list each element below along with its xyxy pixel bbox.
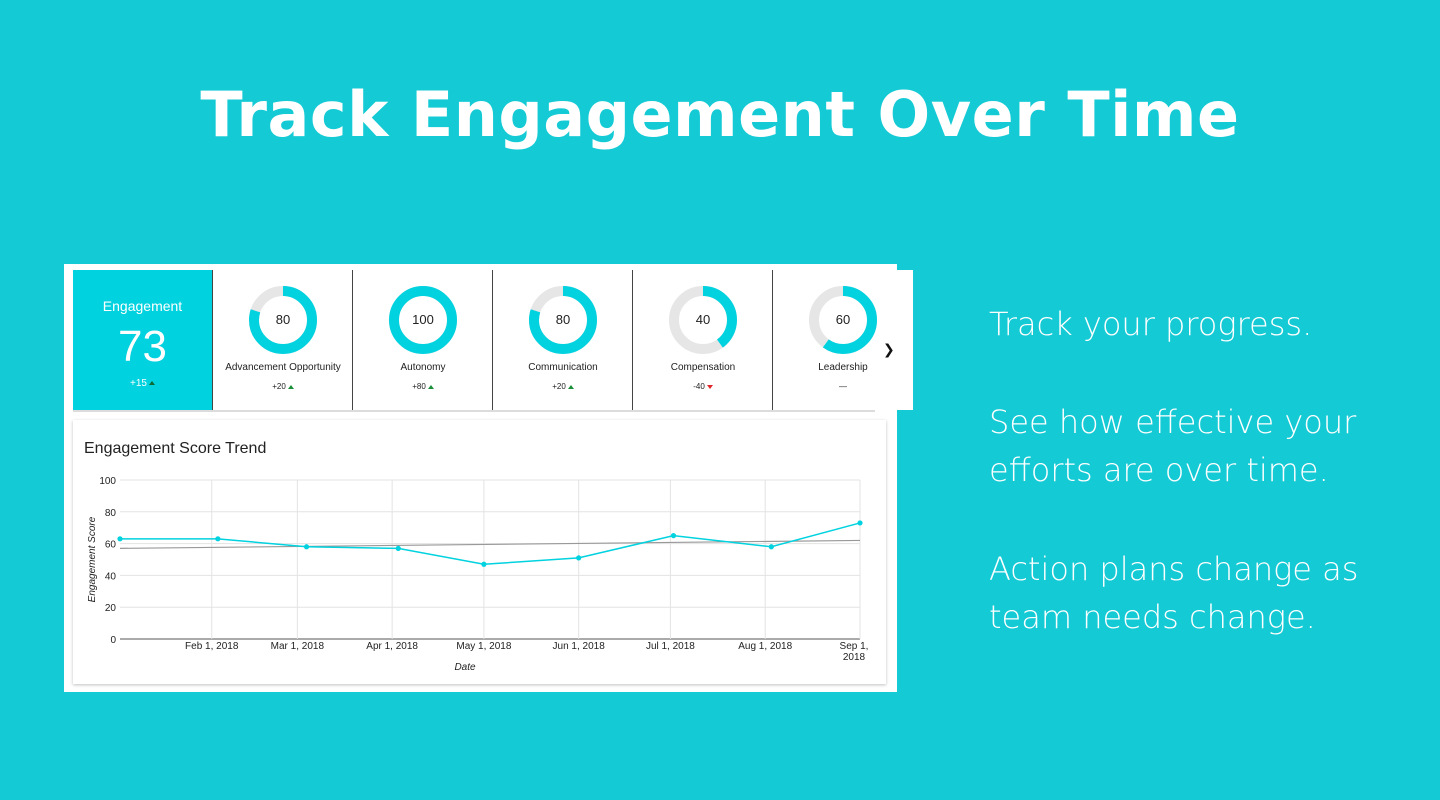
metric-label: Autonomy xyxy=(400,362,446,373)
data-point xyxy=(117,536,123,542)
donut-chart xyxy=(669,286,737,354)
y-tick-label: 100 xyxy=(99,476,116,487)
x-tick-label: Jun 1, 2018 xyxy=(553,641,606,652)
metric-card-compensation[interactable]: 40 Compensation -40 xyxy=(632,270,773,410)
metric-label: Leadership xyxy=(818,362,868,373)
metric-value: 60 xyxy=(835,312,851,327)
donut-chart xyxy=(389,286,457,354)
engagement-value: 73 xyxy=(118,322,167,371)
x-tick-label-line2: 2018 xyxy=(843,652,866,663)
metric-value: 80 xyxy=(555,312,571,327)
y-tick-label: 40 xyxy=(105,571,117,582)
x-axis-label: Date xyxy=(454,662,476,673)
donut-chart xyxy=(249,286,317,354)
data-point xyxy=(303,544,310,550)
metric-delta: +80 xyxy=(353,382,493,391)
donut-fill xyxy=(249,286,317,354)
metric-delta: +20 xyxy=(213,382,353,391)
y-tick-label: 20 xyxy=(105,603,117,614)
trend-chart-card: 0 20 40 60 80 100 Feb 1, 2018 Mar 1, 2018 Apr 1,… xyxy=(73,420,886,684)
x-tick-label: Jul 1, 2018 xyxy=(646,641,695,652)
donut-fill xyxy=(809,286,877,354)
trendline xyxy=(119,539,861,549)
donut-chart xyxy=(529,286,597,354)
headline: Track Engagement Over Time xyxy=(200,78,1240,151)
engagement-card[interactable]: Engagement 73 +15 xyxy=(73,270,212,410)
x-tick-label: Apr 1, 2018 xyxy=(366,641,418,652)
trend-up-icon xyxy=(287,384,294,389)
engagement-label: Engagement xyxy=(102,298,183,314)
x-tick-label: May 1, 2018 xyxy=(456,641,511,652)
metric-value: 100 xyxy=(412,312,434,327)
data-point xyxy=(481,561,487,567)
donut-fill xyxy=(669,286,737,354)
trend-chart: 0 20 40 60 80 100 Feb 1, 2018 Mar 1, 2018 Apr 1,… xyxy=(87,476,869,673)
metric-delta: -40 xyxy=(633,382,773,391)
dashboard-screenshot: Engagement 73 +15 80 Advancement Opportun… xyxy=(64,264,913,692)
trend-up-icon xyxy=(427,384,434,389)
y-tick-label: 60 xyxy=(105,540,117,551)
trend-up-icon xyxy=(148,381,155,386)
x-tick-label: Mar 1, 2018 xyxy=(271,641,325,652)
y-axis-label: Engagement Score xyxy=(87,516,98,602)
metrics-strip: Engagement 73 +15 80 Advancement Opportun… xyxy=(73,270,939,410)
data-point xyxy=(395,545,401,551)
metric-delta: +20 xyxy=(493,382,633,391)
data-point xyxy=(670,533,677,539)
x-tick-label: Feb 1, 2018 xyxy=(185,641,239,652)
data-point xyxy=(768,544,774,550)
metric-label: Compensation xyxy=(670,362,736,373)
metric-card-communication[interactable]: 80 Communication +20 xyxy=(492,270,633,410)
x-tick-label: Sep 1, xyxy=(840,641,869,652)
metric-value: 40 xyxy=(695,312,711,327)
trend-up-icon xyxy=(567,384,574,389)
side-text-1: Track your progress. xyxy=(989,305,1313,343)
chevron-right-icon[interactable]: ❯ xyxy=(883,342,895,358)
metric-card-advancement-opportunity[interactable]: 80 Advancement Opportunity +20 xyxy=(212,270,353,410)
engagement-delta: +15 xyxy=(73,378,212,389)
side-text-2: See how effective your efforts are over … xyxy=(989,403,1357,489)
metric-card-leadership[interactable]: 60 Leadership — xyxy=(772,270,913,410)
y-tick-label: 80 xyxy=(105,508,117,519)
y-tick-label: 0 xyxy=(110,635,116,646)
metric-label: Communication xyxy=(528,362,598,373)
divider xyxy=(73,410,875,412)
metric-delta: — xyxy=(839,382,847,391)
donut-fill xyxy=(529,286,597,354)
side-text-3: Action plans change as team needs change… xyxy=(989,550,1359,636)
data-point xyxy=(576,555,582,561)
metric-value: 80 xyxy=(275,312,291,327)
data-point xyxy=(857,520,863,526)
data-point xyxy=(215,536,221,542)
donut-fill xyxy=(389,286,457,354)
metric-card-autonomy[interactable]: 100 Autonomy +80 xyxy=(352,270,493,410)
metric-label: Advancement Opportunity xyxy=(225,362,341,373)
donut-chart xyxy=(809,286,877,354)
x-tick-label: Aug 1, 2018 xyxy=(738,641,792,652)
chart-title: Engagement Score Trend xyxy=(84,440,267,457)
trend-down-icon xyxy=(706,384,713,389)
